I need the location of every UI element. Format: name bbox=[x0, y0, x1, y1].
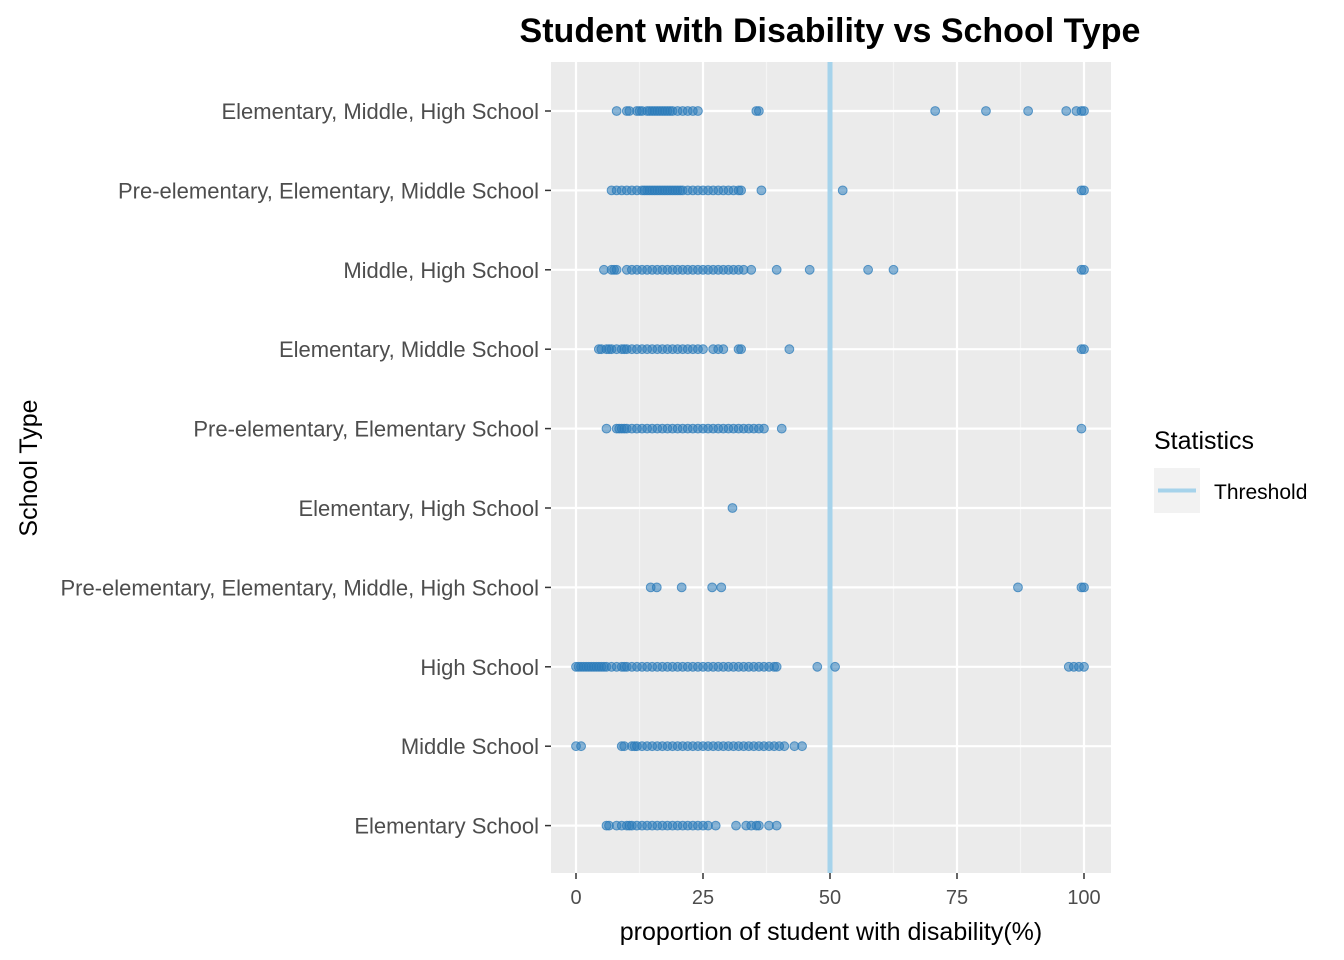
data-point-2-34 bbox=[1079, 264, 1089, 275]
data-point-0-0 bbox=[611, 106, 622, 116]
data-point-6-3 bbox=[707, 582, 718, 593]
data-point-9-23 bbox=[731, 820, 741, 831]
data-point-0-30 bbox=[1079, 106, 1089, 116]
y-tick-label-8: Middle School bbox=[401, 734, 539, 759]
y-tick-label-0: Elementary, Middle, High School bbox=[221, 99, 539, 124]
x-tick-label-4: 100 bbox=[1067, 887, 1100, 909]
y-axis: Elementary, Middle, High School Pre-eleme… bbox=[61, 99, 551, 839]
data-point-4-33 bbox=[776, 423, 787, 434]
data-point-1-35 bbox=[756, 185, 767, 196]
data-point-2-3 bbox=[611, 264, 622, 275]
data-point-1-38 bbox=[1079, 185, 1089, 196]
data-point-2-29 bbox=[771, 264, 782, 275]
data-point-6-7 bbox=[1079, 582, 1089, 593]
data-point-6-4 bbox=[716, 582, 727, 593]
data-point-3-23 bbox=[698, 344, 708, 355]
legend-title: Statistics bbox=[1154, 427, 1254, 455]
x-axis-title: proportion of student with disability(%) bbox=[620, 918, 1042, 946]
data-point-7-49 bbox=[830, 661, 840, 672]
data-point-8-35 bbox=[779, 741, 790, 752]
data-point-6-1 bbox=[651, 582, 662, 593]
data-point-3-26 bbox=[718, 344, 729, 355]
x-tick-label-1: 25 bbox=[692, 887, 714, 909]
y-tick-label-4: Pre-elementary, Elementary School bbox=[193, 417, 539, 442]
x-tick-label-0: 0 bbox=[570, 887, 581, 909]
data-point-0-25 bbox=[981, 106, 991, 116]
y-tick-label-2: Middle, High School bbox=[343, 258, 539, 283]
data-point-9-22 bbox=[710, 820, 721, 831]
data-point-2-28 bbox=[746, 264, 757, 275]
data-point-3-31 bbox=[1079, 344, 1089, 355]
data-point-0-27 bbox=[1061, 106, 1072, 116]
data-point-1-34 bbox=[736, 185, 746, 196]
y-tick-label-1: Pre-elementary, Elementary, Middle Schoo… bbox=[118, 178, 539, 203]
data-point-0-26 bbox=[1023, 106, 1034, 116]
data-point-2-31 bbox=[863, 264, 873, 275]
y-tick-label-6: Pre-elementary, Elementary, Middle, High… bbox=[61, 575, 540, 600]
minor-gridlines bbox=[638, 62, 1022, 873]
data-point-8-1 bbox=[576, 741, 586, 752]
data-point-7-48 bbox=[812, 661, 823, 672]
data-point-9-27 bbox=[753, 820, 764, 831]
data-point-5-0 bbox=[727, 503, 738, 513]
data-point-9-29 bbox=[771, 820, 782, 831]
data-point-0-24 bbox=[930, 106, 941, 116]
data-point-4-0 bbox=[601, 423, 612, 434]
data-points bbox=[571, 106, 1089, 831]
x-tick-label-3: 75 bbox=[946, 887, 968, 909]
chart-title: Student with Disability vs School Type bbox=[520, 12, 1141, 50]
data-point-7-53 bbox=[1079, 661, 1089, 672]
y-tick-label-7: High School bbox=[420, 655, 539, 680]
y-axis-title: School Type bbox=[15, 399, 43, 536]
data-point-6-2 bbox=[676, 582, 687, 593]
data-point-4-34 bbox=[1076, 423, 1087, 434]
data-point-3-28 bbox=[736, 344, 746, 355]
data-point-3-29 bbox=[784, 344, 795, 355]
data-point-8-37 bbox=[797, 741, 807, 752]
y-tick-label-5: Elementary, High School bbox=[299, 496, 540, 521]
y-tick-label-3: Elementary, Middle School bbox=[279, 337, 539, 362]
data-point-2-30 bbox=[804, 264, 815, 275]
data-point-2-32 bbox=[888, 264, 899, 275]
y-tick-label-9: Elementary School bbox=[354, 814, 539, 839]
x-axis: 0 25 50 75 100 bbox=[570, 873, 1101, 909]
data-point-0-23 bbox=[753, 106, 764, 116]
data-point-1-36 bbox=[837, 185, 848, 196]
data-point-7-47 bbox=[771, 661, 782, 672]
data-point-6-5 bbox=[1013, 582, 1023, 593]
data-point-4-32 bbox=[759, 423, 769, 434]
x-tick-label-2: 50 bbox=[819, 887, 841, 909]
legend-label-threshold: Threshold bbox=[1214, 481, 1307, 504]
legend: Statistics Threshold bbox=[1154, 427, 1307, 513]
data-point-0-21 bbox=[693, 106, 703, 116]
